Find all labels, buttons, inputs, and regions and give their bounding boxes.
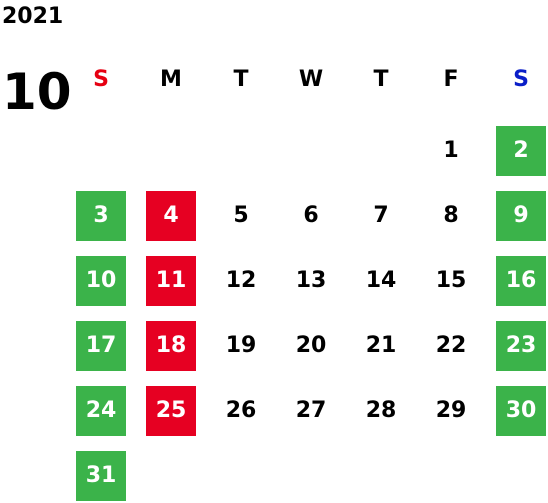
day: 27 [295,398,327,423]
weekday-label: T [373,67,389,92]
day: 13 [295,268,327,293]
highlighted-day: 16 [496,256,546,306]
highlighted-day: 24 [76,386,126,436]
highlighted-day: 9 [496,191,546,241]
day: 1 [443,138,459,163]
highlighted-day: 18 [146,321,196,371]
day: 12 [225,268,257,293]
weekday-label: S [93,67,109,92]
day: 14 [365,268,397,293]
highlighted-day: 11 [146,256,196,306]
highlighted-day: 23 [496,321,546,371]
highlighted-day: 3 [76,191,126,241]
day: 20 [295,333,327,358]
day: 21 [365,333,397,358]
year: 2021 [2,4,64,29]
highlighted-day: 31 [76,451,126,501]
highlighted-day: 4 [146,191,196,241]
day: 5 [233,203,249,228]
highlighted-day: 2 [496,126,546,176]
weekday-label: T [233,67,249,92]
day: 19 [225,333,257,358]
weekday-label: W [298,67,324,92]
highlighted-day: 17 [76,321,126,371]
day: 7 [373,203,389,228]
weekday-label: M [160,67,182,92]
weekday-label: F [443,67,459,92]
weekday-label: S [513,67,529,92]
day: 8 [443,203,459,228]
day: 29 [435,398,467,423]
day: 28 [365,398,397,423]
day: 22 [435,333,467,358]
highlighted-day: 25 [146,386,196,436]
highlighted-day: 30 [496,386,546,436]
day: 15 [435,268,467,293]
month: 10 [2,63,72,121]
day: 26 [225,398,257,423]
highlighted-day: 10 [76,256,126,306]
day: 6 [303,203,319,228]
